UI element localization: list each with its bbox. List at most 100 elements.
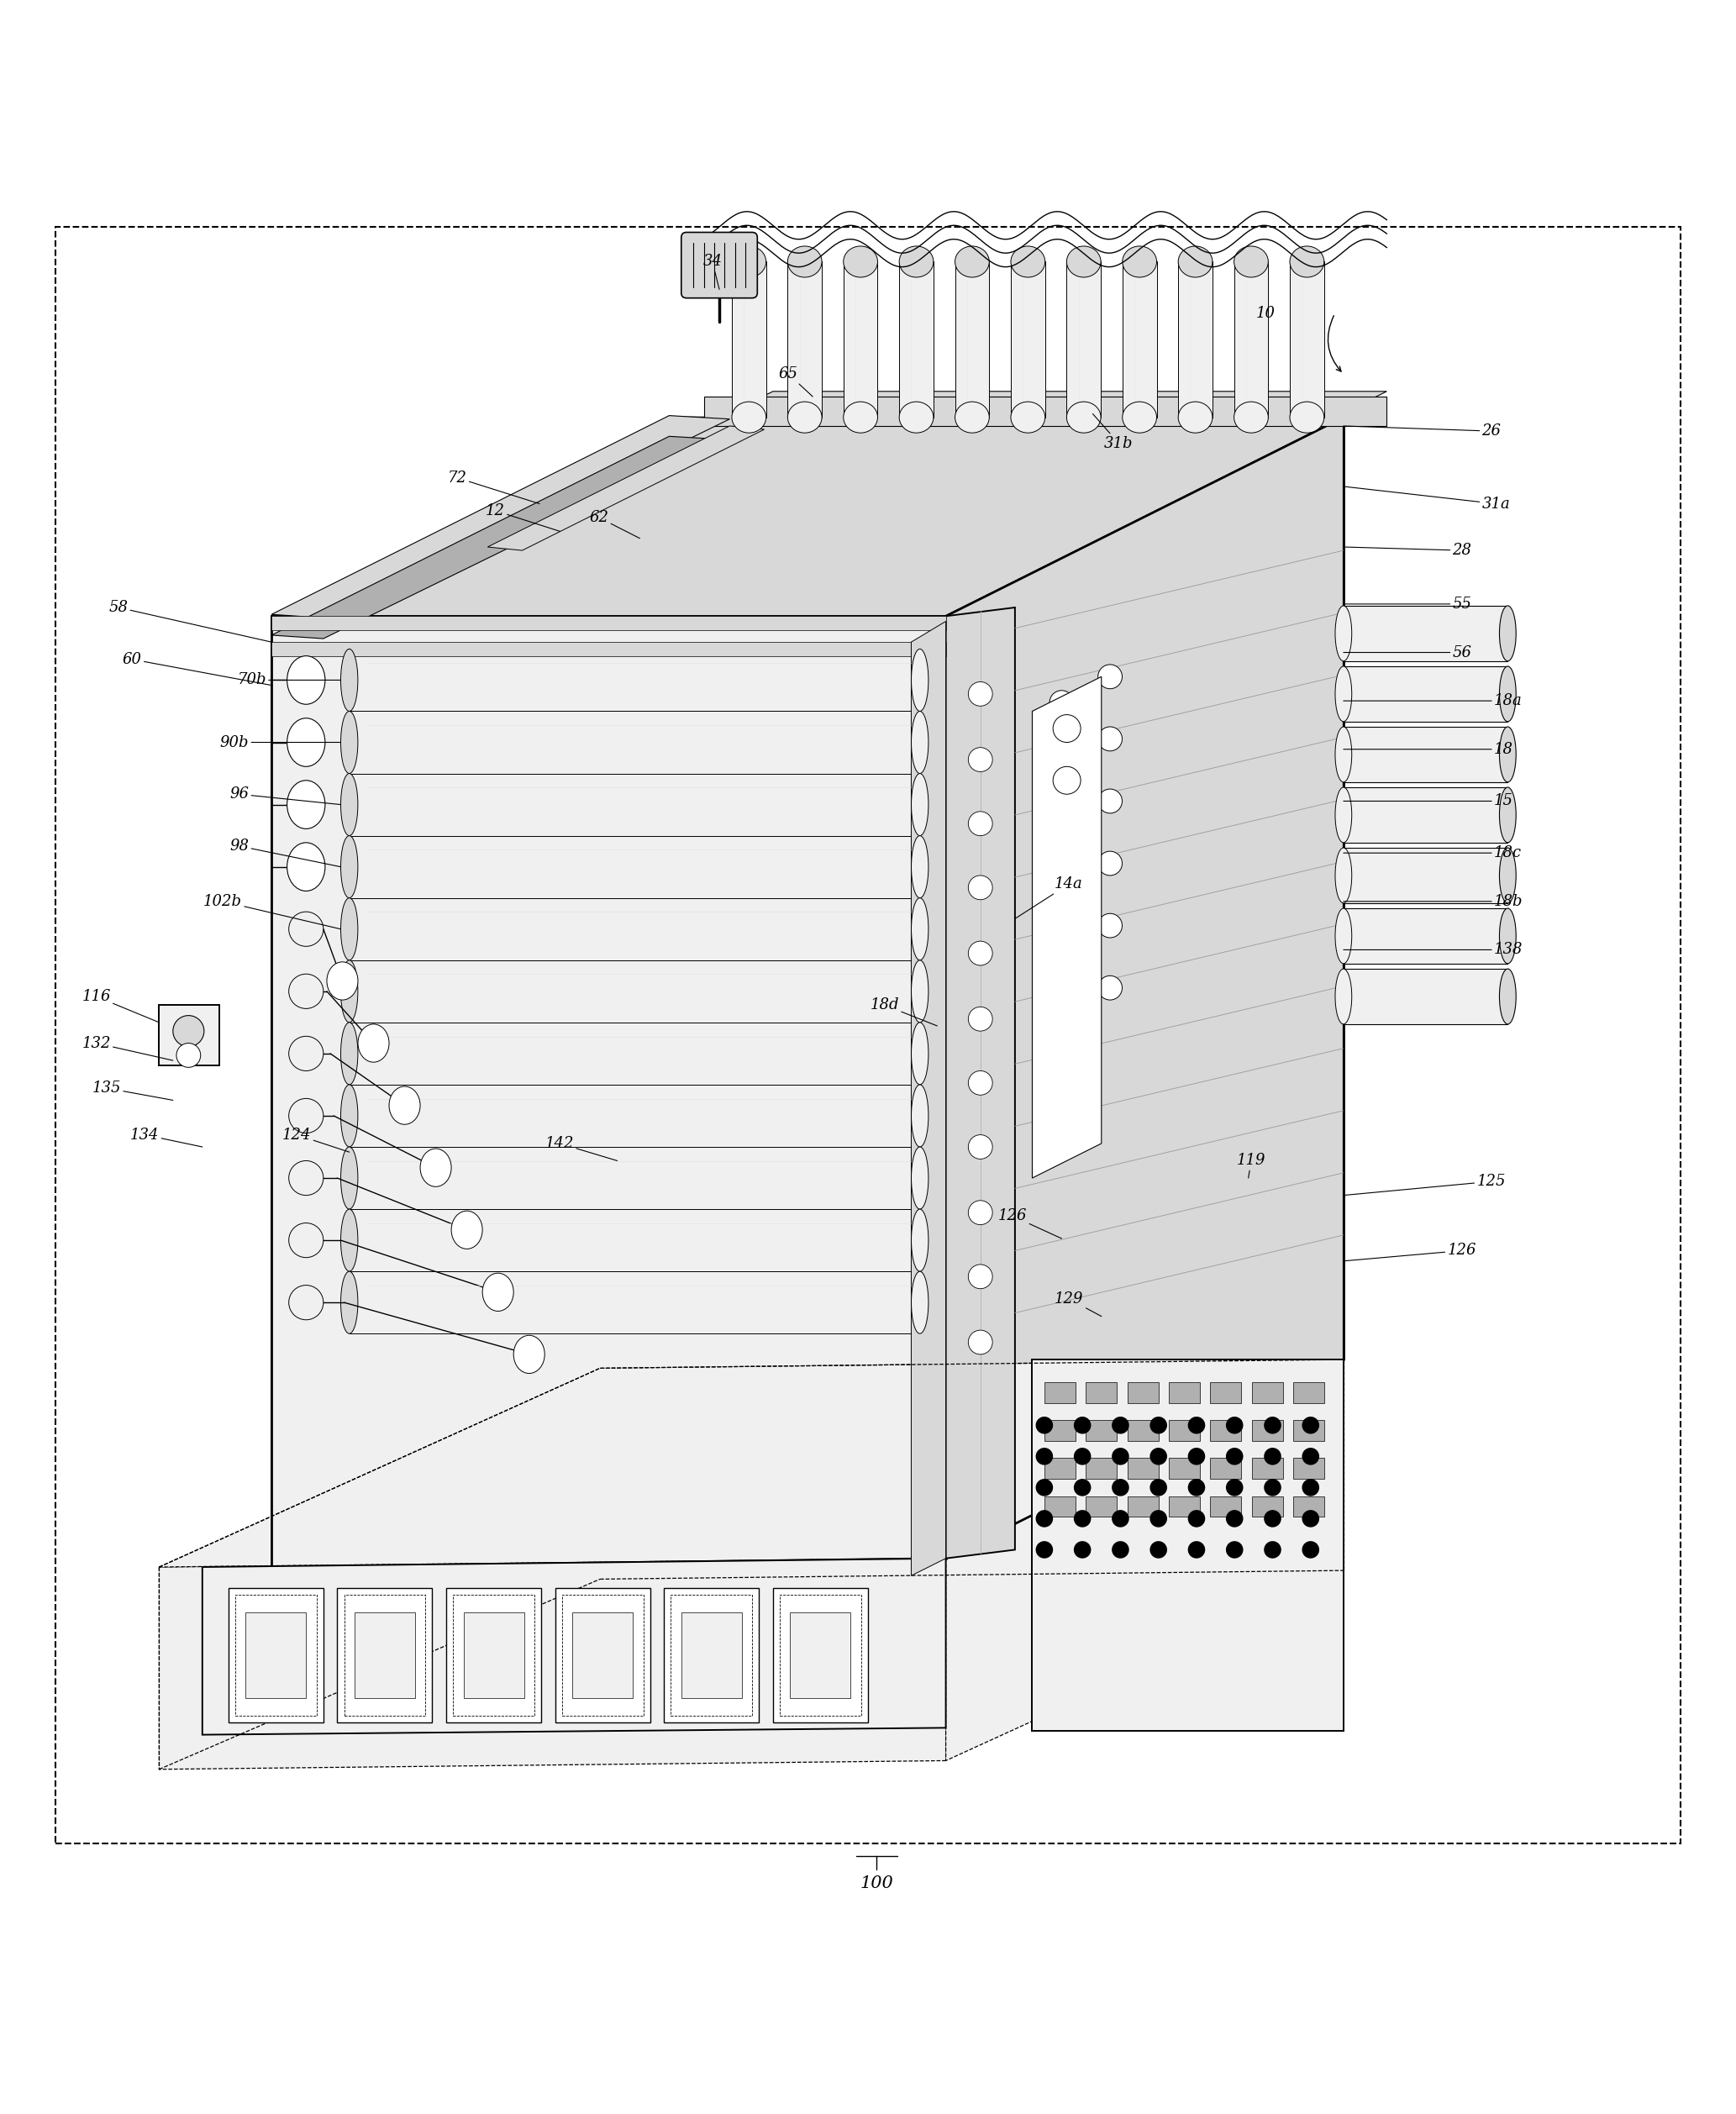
Ellipse shape <box>911 649 929 710</box>
Ellipse shape <box>911 710 929 774</box>
Text: 18c: 18c <box>1344 846 1522 860</box>
Text: 124: 124 <box>283 1127 349 1152</box>
Circle shape <box>969 812 993 835</box>
Circle shape <box>1187 1541 1205 1558</box>
Ellipse shape <box>1500 607 1516 662</box>
Circle shape <box>288 1099 323 1133</box>
Bar <box>464 1613 524 1698</box>
Text: 10: 10 <box>1257 307 1276 321</box>
Polygon shape <box>160 1359 1344 1566</box>
Bar <box>1210 1421 1241 1442</box>
Polygon shape <box>946 1359 1344 1761</box>
Polygon shape <box>349 649 920 710</box>
Text: 70b: 70b <box>238 672 340 687</box>
Circle shape <box>1226 1541 1243 1558</box>
Ellipse shape <box>1500 786 1516 843</box>
Bar <box>1210 1497 1241 1518</box>
Ellipse shape <box>1500 909 1516 964</box>
Circle shape <box>288 1036 323 1072</box>
Circle shape <box>1111 1509 1128 1526</box>
Bar <box>562 1594 644 1717</box>
Bar <box>1085 1497 1116 1518</box>
Polygon shape <box>349 774 920 835</box>
Ellipse shape <box>340 1084 358 1148</box>
Ellipse shape <box>451 1211 483 1249</box>
Circle shape <box>1097 664 1121 689</box>
Text: 28: 28 <box>1344 543 1472 558</box>
Circle shape <box>1050 816 1075 839</box>
Polygon shape <box>349 1271 920 1334</box>
Text: 116: 116 <box>82 989 160 1023</box>
Ellipse shape <box>1500 727 1516 782</box>
Polygon shape <box>349 710 920 774</box>
Circle shape <box>969 1072 993 1095</box>
Ellipse shape <box>1066 402 1101 433</box>
Circle shape <box>1187 1509 1205 1526</box>
Ellipse shape <box>1066 245 1101 277</box>
Text: 26: 26 <box>1344 423 1502 440</box>
Circle shape <box>288 911 323 947</box>
Text: 126: 126 <box>998 1209 1062 1239</box>
Polygon shape <box>349 898 920 960</box>
Circle shape <box>1149 1509 1167 1526</box>
Polygon shape <box>1179 262 1212 416</box>
Ellipse shape <box>420 1148 451 1186</box>
Circle shape <box>1149 1416 1167 1433</box>
Circle shape <box>177 1042 201 1068</box>
Text: 62: 62 <box>589 509 641 539</box>
Ellipse shape <box>911 960 929 1023</box>
Circle shape <box>1036 1448 1054 1465</box>
Circle shape <box>1075 1416 1090 1433</box>
Text: 14a: 14a <box>1016 877 1083 920</box>
Ellipse shape <box>899 402 934 433</box>
Circle shape <box>1264 1509 1281 1526</box>
Circle shape <box>1075 1541 1090 1558</box>
Polygon shape <box>271 615 946 1566</box>
Circle shape <box>1036 1509 1054 1526</box>
Ellipse shape <box>1234 402 1269 433</box>
Ellipse shape <box>1335 666 1352 721</box>
Ellipse shape <box>286 780 325 829</box>
Circle shape <box>1264 1416 1281 1433</box>
Ellipse shape <box>483 1273 514 1311</box>
Polygon shape <box>1344 727 1509 782</box>
Bar <box>1168 1497 1200 1518</box>
Ellipse shape <box>340 649 358 710</box>
Polygon shape <box>955 262 990 416</box>
Ellipse shape <box>899 245 934 277</box>
Text: 55: 55 <box>1344 596 1472 611</box>
Ellipse shape <box>1335 607 1352 662</box>
Circle shape <box>1111 1480 1128 1497</box>
Bar <box>1085 1383 1116 1404</box>
Circle shape <box>969 875 993 901</box>
Polygon shape <box>733 262 766 416</box>
Text: 98: 98 <box>229 839 340 867</box>
Bar <box>1293 1383 1325 1404</box>
Ellipse shape <box>1500 968 1516 1023</box>
Ellipse shape <box>911 1209 929 1271</box>
Polygon shape <box>1066 262 1101 416</box>
Text: 100: 100 <box>859 1875 894 1892</box>
Circle shape <box>1149 1448 1167 1465</box>
Bar <box>1045 1383 1076 1404</box>
Ellipse shape <box>1500 666 1516 721</box>
Circle shape <box>174 1015 205 1046</box>
Polygon shape <box>946 607 1016 1558</box>
Circle shape <box>1097 852 1121 875</box>
Circle shape <box>1302 1480 1319 1497</box>
Polygon shape <box>488 425 764 550</box>
Text: 125: 125 <box>1344 1173 1505 1194</box>
Polygon shape <box>1033 676 1101 1177</box>
Ellipse shape <box>955 402 990 433</box>
Text: 90b: 90b <box>220 736 340 750</box>
Bar <box>556 1588 651 1723</box>
Circle shape <box>1302 1541 1319 1558</box>
Text: 72: 72 <box>448 469 540 503</box>
Polygon shape <box>899 262 934 416</box>
Ellipse shape <box>1335 909 1352 964</box>
FancyBboxPatch shape <box>681 233 757 298</box>
Bar <box>1293 1459 1325 1480</box>
Ellipse shape <box>1335 727 1352 782</box>
Bar <box>1252 1459 1283 1480</box>
Bar <box>234 1594 316 1717</box>
